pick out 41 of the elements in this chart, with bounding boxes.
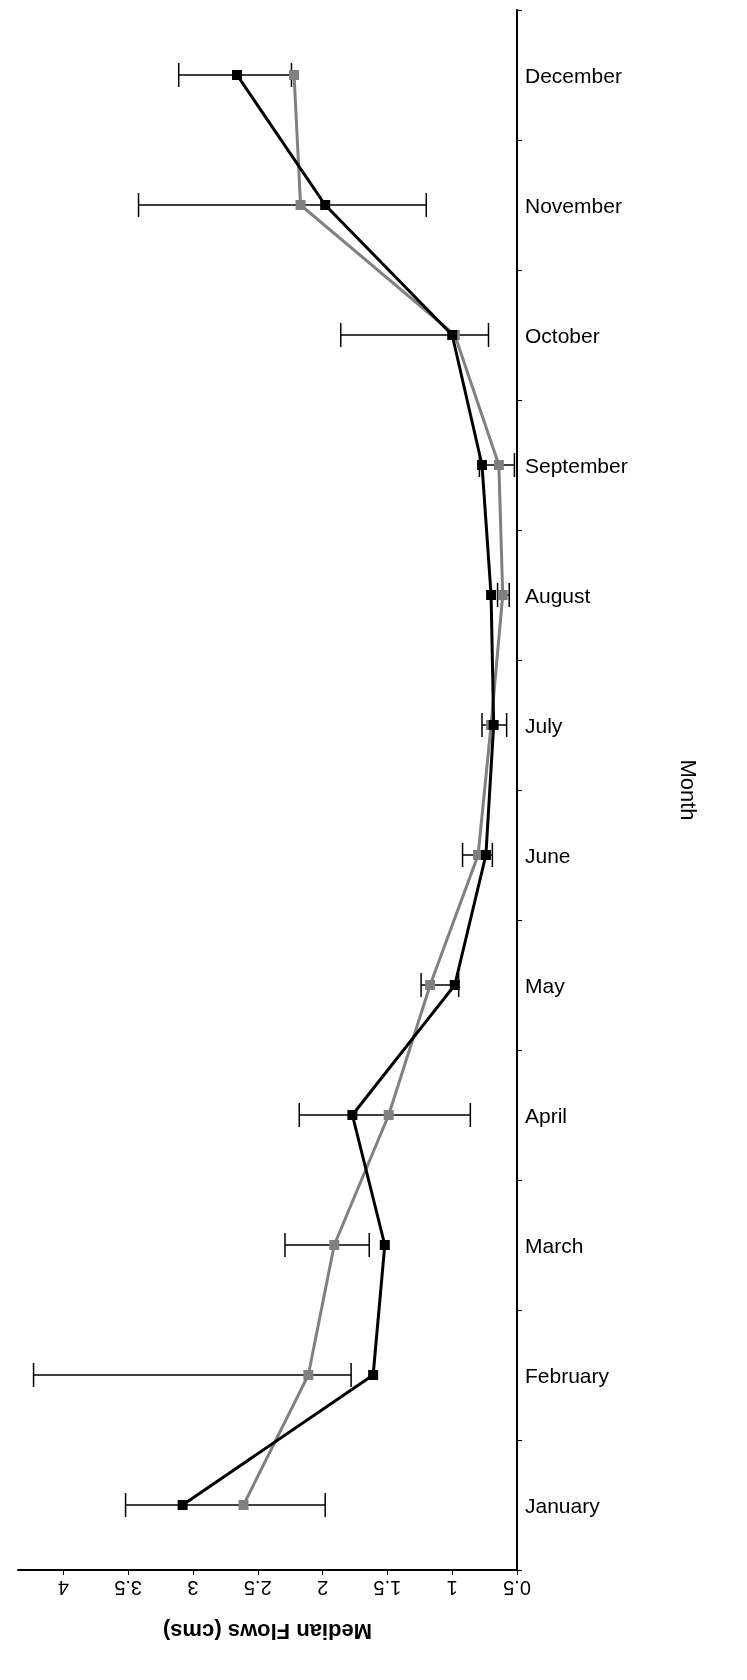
point: [425, 980, 436, 990]
y-tick-label: April: [525, 1103, 568, 1127]
point: [486, 590, 497, 600]
x-tick-label: 2.5: [243, 1577, 272, 1599]
point: [383, 1110, 394, 1120]
y-axis-title: Month: [675, 759, 701, 821]
y-tick-label: January: [525, 1493, 601, 1517]
point: [320, 200, 331, 210]
x-axis-title: Median Flows (cms): [162, 1618, 373, 1644]
point: [232, 70, 243, 80]
y-tick-label: November: [525, 193, 622, 217]
y-tick-label: August: [525, 583, 591, 607]
point: [493, 460, 504, 470]
y-tick-label: May: [525, 973, 566, 997]
point: [480, 850, 491, 860]
point: [379, 1240, 390, 1250]
y-tick-label: October: [525, 323, 600, 347]
y-tick-label: June: [525, 843, 571, 867]
y-tick-label: July: [525, 713, 563, 737]
y-tick-label: February: [525, 1363, 610, 1387]
point: [347, 1110, 358, 1120]
point: [303, 1370, 314, 1380]
x-tick-label: 1.5: [373, 1577, 402, 1599]
y-tick-label: December: [525, 63, 622, 87]
y-tick-label: March: [525, 1233, 584, 1257]
point: [238, 1500, 249, 1510]
x-tick-label: 4: [57, 1577, 69, 1599]
point: [177, 1500, 188, 1510]
y-tick-label: September: [525, 453, 628, 477]
x-tick-label: 0.5: [503, 1577, 531, 1599]
point: [449, 980, 460, 990]
point: [477, 460, 488, 470]
point: [497, 590, 508, 600]
point: [289, 70, 300, 80]
point: [368, 1370, 379, 1380]
x-tick-label: 1: [446, 1577, 458, 1599]
x-tick-label: 3: [187, 1577, 199, 1599]
x-tick-label: 2: [317, 1577, 329, 1599]
x-tick-label: 3.5: [114, 1577, 143, 1599]
point: [329, 1240, 340, 1250]
point: [295, 200, 306, 210]
